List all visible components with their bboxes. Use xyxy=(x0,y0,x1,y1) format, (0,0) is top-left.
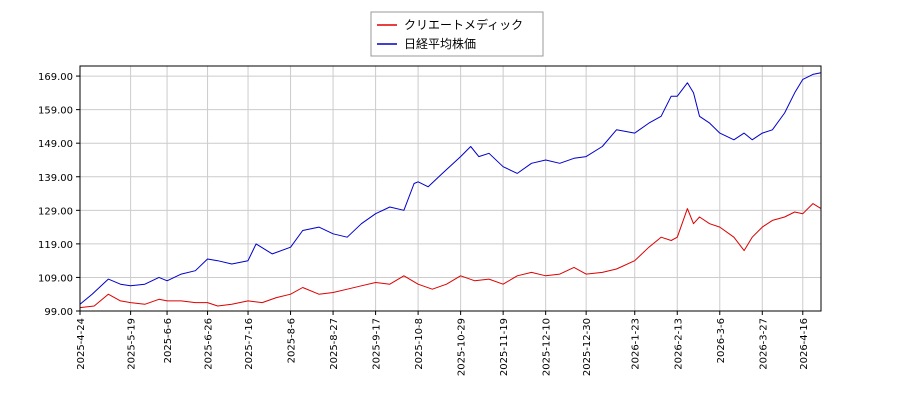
x-tick-label: 2026-3-27 xyxy=(758,318,769,370)
x-tick-label: 2025-4-24 xyxy=(76,318,87,370)
y-axis: 99.00 109.00 119.00 129.00 139.00 149.00 159.0… xyxy=(38,72,80,318)
x-tick-label: 2025-7-16 xyxy=(244,318,255,370)
legend-label-0: クリエートメディック xyxy=(404,17,523,32)
x-tick-label: 2026-4-16 xyxy=(799,318,810,370)
legend-box xyxy=(370,11,544,57)
x-tick-label: 2025-12-30 xyxy=(582,318,593,376)
x-tick-label: 2025-10-29 xyxy=(457,318,468,376)
y-tick-label: 149.00 xyxy=(38,139,73,150)
x-tick-label: 2026-3-6 xyxy=(716,318,727,363)
x-tick-label: 2025-6-6 xyxy=(163,318,174,363)
series-layer xyxy=(79,72,822,309)
legend-label-1: 日経平均株価 xyxy=(404,36,476,51)
series-line-1 xyxy=(79,72,822,305)
legend: クリエートメディック 日経平均株価 xyxy=(370,11,544,57)
x-tick-label: 2025-11-19 xyxy=(499,318,510,376)
x-tick-label: 2025-8-6 xyxy=(287,318,298,363)
plot-frame xyxy=(79,65,822,312)
x-tick-label: 2025-6-26 xyxy=(204,318,215,370)
x-tick-label: 2025-9-17 xyxy=(372,318,383,370)
x-tick-label: 2025-5-19 xyxy=(127,318,138,370)
y-tick-label: 99.00 xyxy=(44,307,73,318)
x-tick-label: 2026-2-13 xyxy=(673,318,684,370)
x-tick-label: 2025-10-8 xyxy=(414,318,425,370)
y-tick-label: 119.00 xyxy=(38,240,73,251)
series-line-0 xyxy=(79,203,822,309)
y-tick-label: 169.00 xyxy=(38,72,73,83)
x-tick-label: 2025-8-27 xyxy=(329,318,340,370)
y-tick-label: 139.00 xyxy=(38,173,73,184)
y-tick-label: 129.00 xyxy=(38,206,73,217)
y-tick-label: 109.00 xyxy=(38,273,73,284)
x-axis: 2025-4-24 2025-5-19 2025-6-6 2025-6-26 2025-… xyxy=(76,311,810,376)
x-tick-label: 2026-1-23 xyxy=(631,318,642,370)
y-tick-label: 159.00 xyxy=(38,106,73,117)
x-tick-label: 2025-12-10 xyxy=(542,318,553,376)
